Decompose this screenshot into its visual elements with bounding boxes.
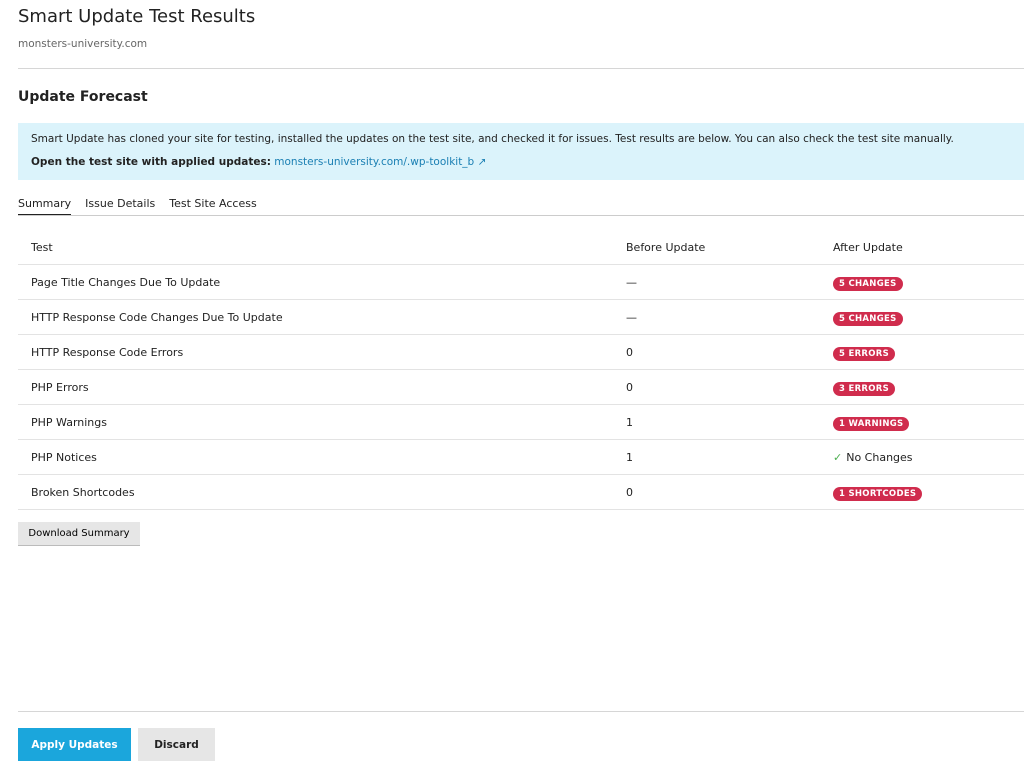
link-label: Open the test site with applied updates: [31, 156, 271, 168]
tab[interactable]: Test Site Access [169, 197, 257, 210]
check-icon: ✓ [833, 450, 843, 464]
table-row: PHP Warnings 1 1 WARNINGS [18, 404, 1024, 440]
before-value: — [626, 299, 833, 335]
notice-link-row: Open the test site with applied updates:… [31, 156, 486, 168]
after-cell: ✓ No Changes [833, 439, 1024, 475]
tab-divider [18, 215, 1024, 216]
after-cell: 1 SHORTCODES [833, 474, 1024, 510]
status-badge: 1 WARNINGS [833, 416, 910, 431]
results-table: Test Before Update After Update Page Title … [18, 230, 1024, 510]
table-body: Test Before Update After Update Page Title … [18, 230, 1024, 510]
status-badge: 5 CHANGES [833, 276, 903, 291]
before-value: — [626, 264, 833, 300]
apply-button[interactable]: Apply Updates [18, 728, 131, 761]
column-header: Test [18, 230, 626, 265]
before-value: 0 [626, 369, 833, 405]
notice: Smart Update has cloned your site for te… [18, 123, 1024, 180]
table-row: PHP Errors 0 3 ERRORS [18, 369, 1024, 405]
after-cell: 1 WARNINGS [833, 404, 1024, 440]
test-name: Broken Shortcodes [18, 474, 626, 510]
before-value: 1 [626, 439, 833, 475]
site-name: monsters-university.com [18, 38, 148, 50]
status-badge: 1 SHORTCODES [833, 486, 923, 501]
tab[interactable]: Issue Details [85, 197, 156, 210]
test-name: HTTP Response Code Errors [18, 334, 626, 370]
page-title: Smart Update Test Results [18, 6, 256, 27]
after-cell: 5 ERRORS [833, 334, 1024, 370]
status-badge: 5 CHANGES [833, 311, 903, 326]
before-value: 0 [626, 474, 833, 510]
test-name: PHP Warnings [18, 404, 626, 440]
no-changes: ✓ No Changes [833, 451, 913, 464]
after-cell: 5 CHANGES [833, 264, 1024, 300]
status-badge: 5 ERRORS [833, 346, 896, 361]
divider [18, 711, 1024, 712]
notice-text: Smart Update has cloned your site for te… [31, 133, 954, 145]
table-row: HTTP Response Code Changes Due To Update… [18, 299, 1024, 335]
section-title: Update Forecast [18, 89, 148, 105]
table-row: Page Title Changes Due To Update —5 CHANG… [18, 264, 1024, 300]
test-name: Page Title Changes Due To Update [18, 264, 626, 300]
test-name: PHP Errors [18, 369, 626, 405]
test-name: PHP Notices [18, 439, 626, 475]
tab[interactable]: Summary [18, 197, 72, 216]
column-header: Before Update [626, 230, 833, 265]
download-button[interactable]: Download Summary [18, 522, 140, 546]
before-value: 0 [626, 334, 833, 370]
status-text: No Changes [846, 450, 913, 464]
test-name: HTTP Response Code Changes Due To Update [18, 299, 626, 335]
after-cell: 3 ERRORS [833, 369, 1024, 405]
external-icon: ↗ [474, 156, 487, 168]
before-value: 1 [626, 404, 833, 440]
table-row: Broken Shortcodes 0 1 SHORTCODES [18, 474, 1024, 510]
divider [18, 68, 1024, 69]
tabs: Summary Issue Details Test Site Access [18, 197, 271, 216]
table-row: PHP Notices 1 ✓ No Changes [18, 439, 1024, 475]
test-site-link[interactable]: monsters-university.com/.wp-toolkit_b [274, 156, 475, 168]
status-badge: 3 ERRORS [833, 381, 896, 396]
header-row: Test Before Update After Update [18, 230, 1024, 265]
discard-button[interactable]: Discard [138, 728, 215, 761]
after-cell: 5 CHANGES [833, 299, 1024, 335]
table-row: HTTP Response Code Errors 0 5 ERRORS [18, 334, 1024, 370]
column-header: After Update [833, 230, 1024, 265]
